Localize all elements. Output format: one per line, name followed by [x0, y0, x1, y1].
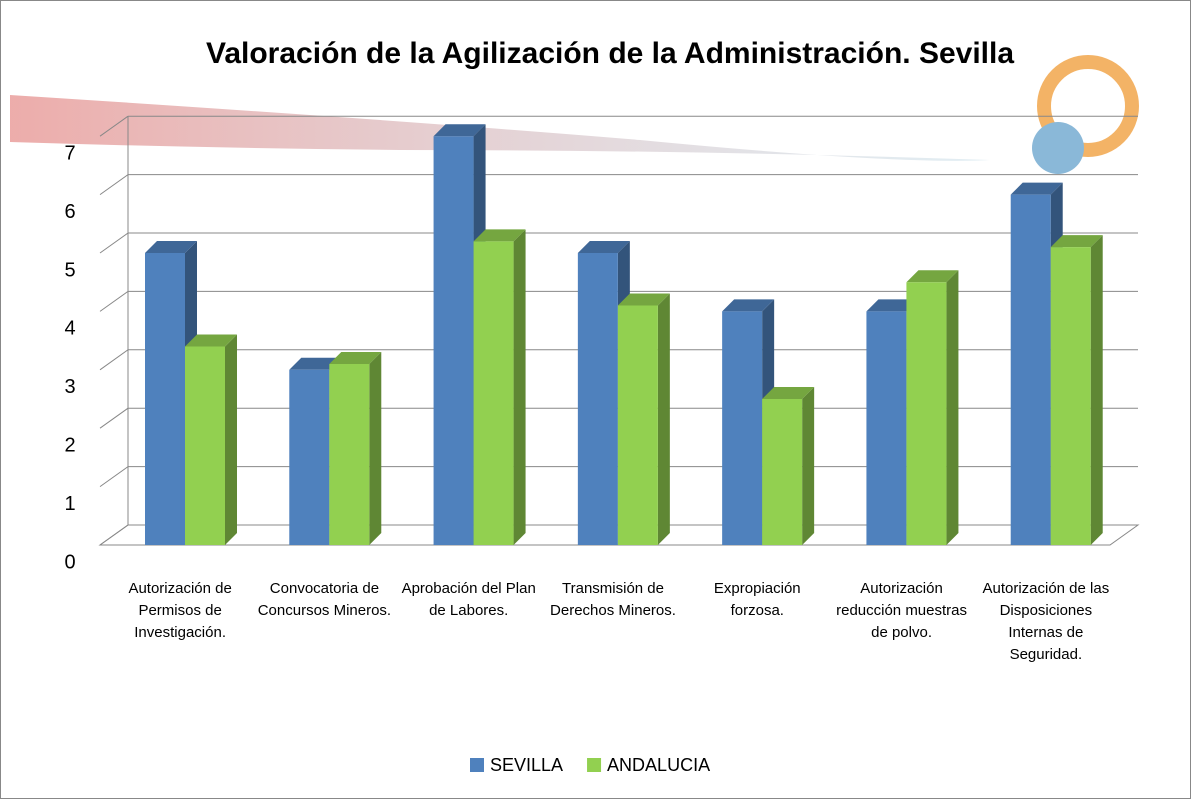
bar [618, 294, 670, 545]
y-tick-label: 4 [64, 318, 75, 340]
bar-side [1091, 235, 1103, 545]
y-tick-label: 2 [64, 434, 75, 456]
bar-front [434, 136, 474, 545]
y-tick-label: 6 [64, 201, 75, 223]
legend-swatch [587, 758, 601, 772]
page: Valoración de la Agilización de la Admin… [0, 0, 1191, 799]
x-tick-label: Convocatoria de Concursos Mineros. [254, 578, 394, 622]
bar-front [1051, 247, 1091, 545]
bar-front [289, 370, 329, 545]
bar [1051, 235, 1103, 545]
chart-title: Valoración de la Agilización de la Admin… [206, 37, 1014, 70]
bar-front [866, 311, 906, 545]
bar [906, 270, 958, 545]
bar-front [618, 306, 658, 545]
x-tick-label: Autorización reducción muestras de polvo… [832, 578, 972, 644]
bar-front [906, 282, 946, 545]
legend-swatch [470, 758, 484, 772]
bar-front [578, 253, 618, 545]
y-tick-label: 7 [64, 142, 75, 164]
bar-front [722, 311, 762, 545]
y-tick-label: 1 [64, 493, 75, 515]
y-tick-label: 5 [64, 259, 75, 281]
logo-badge [1032, 122, 1084, 174]
bar [474, 229, 526, 545]
bar-side [225, 334, 237, 545]
bar-side [658, 294, 670, 545]
bar [185, 334, 237, 545]
y-tick-label: 0 [64, 551, 75, 573]
bar-side [369, 352, 381, 545]
bar-front [329, 364, 369, 545]
bar-front [145, 253, 185, 545]
x-tick-label: Expropiación forzosa. [687, 578, 827, 622]
legend-label: SEVILLA [490, 755, 563, 775]
bar-front [474, 241, 514, 545]
x-tick-label: Autorización de las Disposiciones Intern… [976, 578, 1116, 666]
bar-front [762, 399, 802, 545]
bar [329, 352, 381, 545]
legend-label: ANDALUCIA [607, 755, 710, 775]
bar-side [946, 270, 958, 545]
bar-side [802, 387, 814, 545]
x-tick-label: Aprobación del Plan de Labores. [399, 578, 539, 622]
bar-front [1011, 195, 1051, 545]
bar-front [185, 346, 225, 545]
x-tick-label: Transmisión de Derechos Mineros. [543, 578, 683, 622]
chart: Valoración de la Agilización de la Admin… [0, 0, 1191, 799]
y-tick-label: 3 [64, 376, 75, 398]
bar [762, 387, 814, 545]
x-tick-label: Autorización de Permisos de Investigació… [110, 578, 250, 644]
bar-side [514, 229, 526, 545]
